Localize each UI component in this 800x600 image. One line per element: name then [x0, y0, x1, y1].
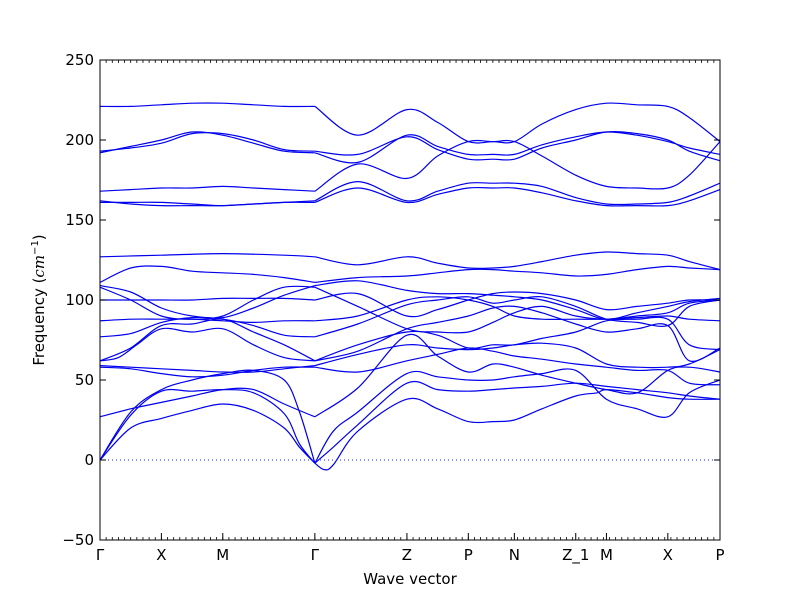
band-line-23	[99, 285, 316, 319]
band-line-27	[99, 265, 315, 283]
band-line-22	[314, 291, 721, 318]
y-tick-label: 100	[65, 291, 94, 309]
band-line-4	[314, 380, 721, 464]
x-tick-label: P	[715, 546, 724, 564]
y-tick-label: −50	[62, 531, 94, 549]
band-line-15	[99, 327, 315, 362]
band-line-13	[99, 318, 316, 362]
band-line-25	[99, 285, 315, 320]
band-line-1	[99, 403, 316, 464]
band-line-26	[314, 286, 721, 334]
band-lines	[99, 102, 721, 471]
x-tick-label: Γ	[96, 546, 105, 564]
y-axis-title-prefix: Frequency (	[30, 278, 48, 366]
band-line-6	[314, 368, 721, 464]
band-line-21	[99, 297, 315, 301]
band-line-34	[314, 180, 721, 206]
band-line-30	[314, 251, 721, 271]
y-axis-ticks: −50 0 50 100 150 200 250	[62, 51, 720, 549]
band-line-42	[314, 102, 721, 144]
band-line-10	[314, 347, 721, 386]
y-axis-title-unit: cm	[30, 255, 48, 278]
band-line-28	[314, 265, 721, 283]
y-axis-title-suffix: )	[30, 234, 48, 240]
y-axis-title: Frequency (cm−1)	[30, 234, 48, 365]
x-axis-ticks: Γ X M Γ Z P N Z_1 M X P	[96, 60, 725, 565]
band-line-39	[99, 131, 315, 152]
x-tick-label: M	[216, 546, 229, 564]
band-line-19	[99, 318, 315, 324]
y-tick-label: 0	[84, 451, 94, 469]
x-tick-label: X	[663, 546, 673, 564]
band-line-7	[99, 387, 316, 418]
band-line-33	[99, 200, 315, 207]
x-tick-label: P	[464, 546, 473, 564]
band-line-5	[99, 369, 316, 464]
y-tick-label: 250	[65, 51, 94, 69]
band-line-8	[314, 333, 721, 418]
band-line-32	[314, 186, 721, 207]
y-tick-label: 200	[65, 131, 94, 149]
band-line-35	[99, 185, 315, 192]
band-line-20	[314, 296, 721, 322]
band-line-41	[99, 102, 315, 108]
band-line-11	[99, 365, 315, 373]
x-tick-label: Z_1	[562, 546, 589, 565]
band-line-29	[99, 252, 315, 258]
x-tick-label: X	[156, 546, 166, 564]
band-line-9	[99, 366, 315, 378]
band-line-40	[314, 131, 721, 162]
x-tick-label: Γ	[311, 546, 320, 564]
x-tick-label: Z	[402, 546, 412, 564]
band-line-38	[314, 131, 721, 164]
y-tick-label: 150	[65, 211, 94, 229]
band-line-36	[314, 139, 721, 192]
y-tick-label: 50	[75, 371, 94, 389]
x-tick-label: M	[600, 546, 613, 564]
band-line-2	[314, 388, 721, 471]
band-line-24	[314, 280, 721, 320]
band-line-14	[314, 316, 721, 362]
x-axis-title: Wave vector	[363, 570, 457, 588]
band-line-12	[314, 342, 721, 369]
x-tick-label: N	[509, 546, 520, 564]
y-axis-title-exponent: −1	[30, 240, 41, 255]
